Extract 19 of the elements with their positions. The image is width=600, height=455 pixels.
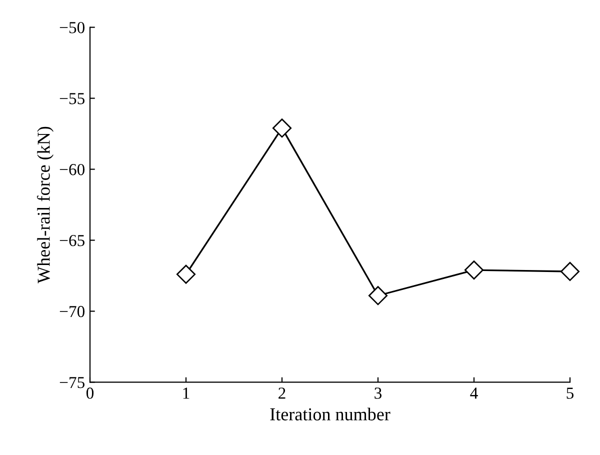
y-tick-label: −65 — [60, 234, 84, 246]
point — [464, 260, 484, 280]
point — [560, 262, 580, 282]
y-tick-label: −70 — [60, 306, 85, 318]
x-tick-label: 2 — [278, 388, 286, 399]
point — [272, 118, 292, 138]
point — [368, 286, 388, 306]
x-tick-label: 5 — [566, 388, 574, 399]
x-tick-label: 1 — [183, 388, 190, 399]
x-axis-title: Iteration number — [270, 408, 390, 420]
y-axis-title: Wheel-rail force (kN) — [36, 126, 54, 284]
x-tick-label: 4 — [470, 388, 478, 399]
y-tick-label: −75 — [60, 377, 84, 388]
point — [176, 264, 196, 284]
x-tick-label: 0 — [86, 388, 94, 399]
y-tick-label: −60 — [60, 164, 85, 176]
x-tick-label: 3 — [374, 388, 382, 399]
y-tick-label: −50 — [60, 22, 85, 34]
y-tick-label: −55 — [60, 93, 84, 104]
